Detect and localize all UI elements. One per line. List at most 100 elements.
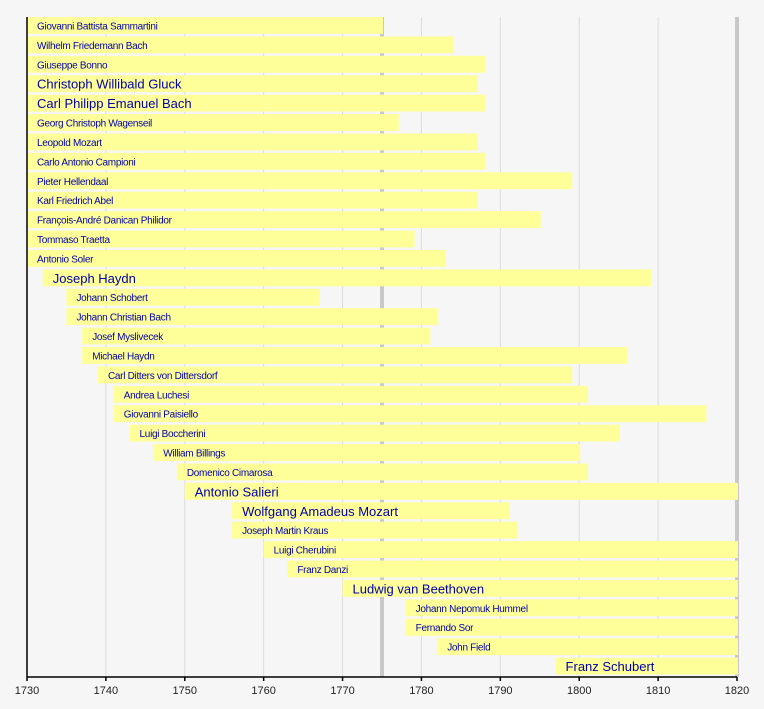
composer-label: Andrea Luchesi	[124, 390, 189, 401]
lifespan-bar	[66, 308, 439, 326]
composer-label: Leopold Mozart	[37, 138, 102, 149]
lifespan-bar	[27, 75, 478, 93]
lifespan-bar	[263, 541, 738, 559]
lifespan-bar	[184, 482, 738, 500]
lifespan-bar	[27, 55, 486, 73]
lifespan-bar	[153, 444, 581, 461]
composer-bars: Giovanni Battista Sammartini Wilhelm Frie…	[27, 17, 738, 675]
composer-label: Domenico Cimarosa	[187, 468, 273, 479]
composer-row: Giovanni Paisiello	[113, 405, 707, 423]
x-tick-label: 1760	[251, 685, 275, 697]
lifespan-bar	[437, 638, 738, 656]
composer-label: Giuseppe Bonno	[37, 60, 108, 71]
composer-label: Tommaso Traetta	[37, 235, 110, 246]
lifespan-bar	[342, 579, 738, 597]
composer-label: Fernando Sor	[416, 623, 475, 634]
composer-row: François-André Danican Philidor	[27, 211, 541, 229]
composer-label: Franz Danzi	[297, 565, 348, 576]
composer-label: Johann Schobert	[76, 293, 148, 304]
x-tick-label: 1730	[15, 685, 39, 697]
composer-label: Carl Ditters von Dittersdorf	[108, 371, 218, 382]
x-tick-label: 1800	[567, 685, 591, 697]
composer-row: Wilhelm Friedemann Bach	[27, 36, 454, 54]
lifespan-bar	[176, 463, 589, 481]
lifespan-bar	[27, 133, 478, 151]
lifespan-bar	[82, 347, 628, 364]
x-tick-label: 1740	[94, 685, 118, 697]
composer-row: Joseph Martin Kraus	[232, 521, 518, 539]
x-tick-label: 1810	[646, 685, 670, 697]
lifespan-bar	[287, 560, 738, 578]
composer-label: Ludwig van Beethoven	[353, 581, 485, 596]
composer-row: Christoph Willibald Gluck	[27, 75, 478, 93]
composer-label: Carl Philipp Emanuel Bach	[37, 96, 192, 111]
composer-row: Michael Haydn	[82, 347, 628, 364]
composer-label: Karl Friedrich Abel	[37, 196, 113, 207]
composer-row: Fernando Sor	[405, 618, 738, 636]
lifespan-bar	[27, 94, 486, 112]
lifespan-bar	[27, 114, 399, 131]
composer-label: François-André Danican Philidor	[37, 216, 173, 227]
composer-label: Wilhelm Friedemann Bach	[37, 41, 147, 52]
composer-row: Leopold Mozart	[27, 133, 478, 151]
composer-label: Franz Schubert	[566, 659, 655, 674]
composer-row: Karl Friedrich Abel	[27, 191, 478, 209]
lifespan-bar	[27, 172, 573, 190]
composer-label: Wolfgang Amadeus Mozart	[242, 504, 398, 519]
lifespan-bar	[27, 17, 383, 34]
composer-row: Johann Christian Bach	[66, 308, 439, 326]
x-tick-label: 1750	[173, 685, 197, 697]
lifespan-bar	[82, 327, 431, 345]
composer-row: Georg Christoph Wagenseil	[27, 114, 399, 131]
x-tick-label: 1820	[725, 685, 749, 697]
composer-row: Joseph Haydn	[42, 269, 652, 287]
composer-label: Johann Nepomuk Hummel	[416, 604, 528, 615]
composer-label: Johann Christian Bach	[76, 313, 170, 324]
lifespan-bar	[27, 230, 415, 248]
composer-row: Josef Myslivecek	[82, 327, 431, 345]
lifespan-bar	[42, 269, 652, 287]
composer-row: Pieter Hellendaal	[27, 172, 573, 190]
composer-label: Joseph Martin Kraus	[242, 526, 328, 537]
composer-row: Antonio Salieri	[184, 482, 738, 500]
composer-label: John Field	[447, 643, 490, 654]
composer-label: Antonio Soler	[37, 254, 94, 265]
lifespan-bar	[27, 211, 541, 229]
composer-label: Luigi Cherubini	[274, 546, 336, 557]
lifespan-bar	[113, 405, 707, 423]
composer-label: Josef Myslivecek	[92, 332, 164, 343]
composer-label: Pieter Hellendaal	[37, 177, 108, 188]
composer-label: Giovanni Paisiello	[124, 410, 199, 421]
composer-row: Luigi Boccherini	[129, 424, 620, 442]
lifespan-bar	[113, 385, 589, 403]
lifespan-bar	[66, 288, 320, 306]
lifespan-bar	[98, 366, 573, 384]
composer-label: Carlo Antonio Campioni	[37, 157, 136, 168]
composer-label: Georg Christoph Wagenseil	[37, 119, 152, 130]
composer-label: Christoph Willibald Gluck	[37, 77, 182, 92]
composer-row: Domenico Cimarosa	[176, 463, 589, 481]
x-axis: 1730 1740 1750 1760 1770 1780 1790 1800 1810 1820	[15, 17, 749, 697]
composer-row: Ludwig van Beethoven	[342, 579, 738, 597]
composer-label: William Billings	[163, 449, 225, 460]
x-tick-label: 1780	[409, 685, 433, 697]
composer-row: Tommaso Traetta	[27, 230, 415, 248]
lifespan-bar	[405, 599, 738, 617]
composer-row: Andrea Luchesi	[113, 385, 589, 403]
composer-label: Giovanni Battista Sammartini	[37, 21, 158, 32]
composer-row: Antonio Soler	[27, 249, 447, 267]
composer-row: Johann Nepomuk Hummel	[405, 599, 738, 617]
composer-row: Carl Ditters von Dittersdorf	[98, 366, 573, 384]
composer-row: Carl Philipp Emanuel Bach	[27, 94, 486, 112]
lifespan-bar	[27, 191, 478, 209]
lifespan-bar	[232, 521, 518, 539]
lifespan-bar	[27, 152, 486, 170]
x-tick-label: 1790	[488, 685, 512, 697]
composer-row: Wolfgang Amadeus Mozart	[232, 502, 510, 520]
composer-row: Franz Schubert	[555, 657, 738, 675]
x-tick-label: 1770	[330, 685, 354, 697]
composer-row: Johann Schobert	[66, 288, 320, 306]
lifespan-bar	[405, 618, 738, 636]
composer-row: William Billings	[153, 444, 581, 461]
